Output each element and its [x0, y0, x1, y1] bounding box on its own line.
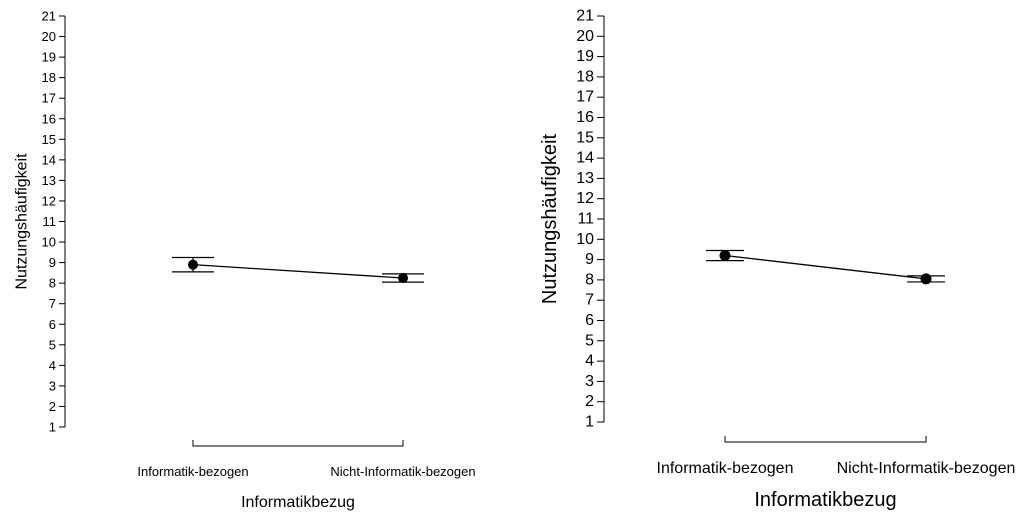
y-tick-label: 8: [49, 276, 56, 291]
data-point: [188, 259, 198, 270]
x-tick-label: Nicht-Informatik-bezogen: [837, 460, 1016, 477]
y-tick-label: 13: [42, 173, 56, 188]
y-tick-label: 15: [42, 132, 56, 147]
x-axis-bracket: [724, 436, 927, 443]
y-tick-label: 11: [577, 211, 594, 228]
y-tick-label: 17: [42, 91, 56, 106]
data-point: [719, 250, 731, 262]
y-tick-label: 6: [49, 317, 56, 332]
y-tick-label: 10: [576, 231, 594, 248]
y-tick-label: 7: [585, 292, 594, 309]
x-tick-label: Nicht-Informatik-bezogen: [330, 464, 475, 479]
y-tick-label: 1: [49, 420, 56, 435]
y-tick-label: 15: [576, 129, 594, 146]
y-tick-label: 18: [42, 70, 56, 85]
y-tick-label: 4: [49, 358, 56, 373]
y-tick-label: 16: [576, 109, 594, 126]
y-tick-label: 1: [585, 414, 594, 431]
y-tick-label: 5: [585, 332, 594, 349]
chart-panel-right: 123456789101112131415161718192021Nutzung…: [539, 8, 1015, 512]
data-point: [920, 273, 932, 285]
x-axis-title: Informatikbezug: [754, 489, 896, 511]
y-tick-label: 9: [49, 255, 56, 270]
y-tick-label: 21: [576, 8, 594, 25]
chart-panel-left: 123456789101112131415161718192021Nutzung…: [14, 9, 476, 512]
y-tick-label: 12: [576, 190, 594, 207]
x-tick-label: Informatik-bezogen: [137, 464, 248, 479]
y-tick-label: 5: [49, 337, 56, 352]
x-tick-label: Informatik-bezogen: [657, 460, 794, 477]
y-axis-title: Nutzungshäufigkeit: [539, 134, 561, 305]
y-tick-label: 7: [49, 296, 56, 311]
y-axis-title: Nutzungshäufigkeit: [14, 153, 31, 290]
y-tick-label: 19: [42, 50, 56, 65]
y-tick-label: 6: [585, 312, 594, 329]
y-tick-label: 10: [42, 235, 56, 250]
x-axis-bracket: [192, 440, 404, 447]
y-tick-label: 20: [42, 29, 56, 44]
x-axis-title: Informatikbezug: [241, 494, 355, 511]
y-tick-label: 14: [42, 152, 56, 167]
y-tick-label: 14: [576, 150, 594, 167]
y-tick-label: 3: [585, 373, 594, 390]
y-tick-label: 19: [576, 48, 594, 65]
y-tick-label: 9: [585, 251, 594, 268]
data-point: [398, 273, 408, 284]
series-line: [724, 254, 927, 280]
y-tick-label: 20: [576, 28, 594, 45]
y-tick-label: 4: [585, 353, 594, 370]
y-tick-label: 17: [576, 89, 594, 106]
y-tick-label: 21: [42, 9, 56, 24]
y-tick-label: 2: [585, 393, 594, 410]
y-tick-label: 13: [576, 170, 594, 187]
y-tick-label: 18: [576, 68, 594, 85]
y-tick-label: 8: [585, 271, 594, 288]
y-tick-label: 16: [42, 111, 56, 126]
series-line: [192, 264, 404, 279]
y-tick-label: 12: [42, 193, 56, 208]
y-tick-label: 3: [49, 378, 56, 393]
y-tick-label: 2: [49, 399, 56, 414]
y-tick-label: 11: [43, 214, 57, 229]
